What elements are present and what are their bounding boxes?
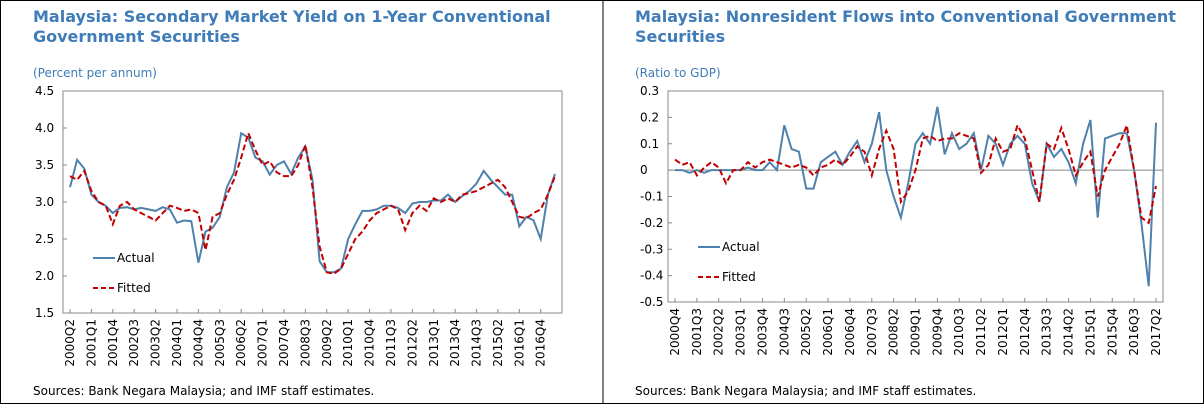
- x-tick-label: 2009Q1: [909, 308, 923, 356]
- y-tick-label: 4.5: [35, 84, 54, 98]
- x-tick-label: 2000Q4: [668, 308, 682, 356]
- x-tick-label: 2012Q4: [1018, 308, 1032, 356]
- x-tick-label: 2006Q4: [843, 308, 857, 356]
- x-tick-label: 2010Q4: [363, 319, 377, 367]
- y-tick-label: 4.0: [35, 121, 54, 135]
- y-tick-label: 0.3: [640, 84, 659, 98]
- x-tick-label: 2004Q3: [777, 308, 791, 356]
- x-tick-label: 2003Q4: [755, 308, 769, 356]
- x-tick-label: 2000Q2: [63, 319, 77, 367]
- x-tick-label: 2016Q4: [534, 319, 548, 367]
- y-tick-label: 2.0: [35, 269, 54, 283]
- source-note: Sources: Bank Negara Malaysia; and IMF s…: [33, 384, 374, 398]
- series-line: [675, 106, 1157, 287]
- title-line: Malaysia: Nonresident Flows into Convent…: [635, 7, 1176, 26]
- y-tick-label: 0.1: [640, 137, 659, 151]
- x-tick-label: 2013Q4: [448, 319, 462, 367]
- x-tick-label: 2006Q2: [234, 319, 248, 367]
- y-tick-label: 0.2: [640, 110, 659, 124]
- y-tick-label: -0.4: [640, 269, 663, 283]
- x-tick-label: 2015Q1: [1083, 308, 1097, 356]
- x-tick-label: 2005Q3: [213, 319, 227, 367]
- x-tick-label: 2002Q3: [127, 319, 141, 367]
- x-tick-label: 2007Q4: [277, 319, 291, 367]
- chart-title: Malaysia: Secondary Market Yield on 1-Ye…: [33, 7, 551, 46]
- x-tick-label: 2011Q2: [974, 308, 988, 356]
- y-tick-label: -0.3: [640, 242, 663, 256]
- x-tick-label: 2010Q1: [341, 319, 355, 367]
- x-tick-label: 2012Q2: [405, 319, 419, 367]
- series-line: [69, 130, 556, 275]
- x-tick-label: 2001Q1: [84, 319, 98, 367]
- x-tick-label: 2003Q1: [734, 308, 748, 356]
- y-tick-label: 0: [640, 163, 648, 177]
- y-tick-label: -0.5: [640, 295, 663, 309]
- chart-subtitle: (Percent per annum): [33, 66, 157, 80]
- x-tick-label: 2016Q3: [1127, 308, 1141, 356]
- y-tick-label: -0.1: [640, 190, 663, 204]
- legend-label: Actual: [117, 251, 155, 265]
- x-tick-label: 2008Q2: [887, 308, 901, 356]
- x-tick-label: 2013Q1: [427, 319, 441, 367]
- x-tick-label: 2001Q3: [690, 308, 704, 356]
- x-tick-label: 2015Q2: [491, 319, 505, 367]
- source-note: Sources: Bank Negara Malaysia; and IMF s…: [635, 384, 976, 398]
- x-tick-label: 2011Q3: [384, 319, 398, 367]
- legend-label: Fitted: [722, 270, 756, 284]
- title-line: Government Securities: [33, 27, 240, 46]
- series-line: [674, 121, 1157, 225]
- title-line: Securities: [635, 27, 725, 46]
- y-tick-label: 2.5: [35, 232, 54, 246]
- x-tick-label: 2005Q2: [799, 308, 813, 356]
- y-tick-label: 3.5: [35, 158, 54, 172]
- x-tick-label: 2009Q4: [930, 308, 944, 356]
- x-tick-label: 2014Q2: [1062, 308, 1076, 356]
- x-tick-label: 2003Q2: [149, 319, 163, 367]
- title-line: Malaysia: Secondary Market Yield on 1-Ye…: [33, 7, 551, 26]
- x-tick-label: 2010Q3: [952, 308, 966, 356]
- y-tick-label: 1.5: [35, 306, 54, 320]
- x-tick-label: 2006Q1: [821, 308, 835, 356]
- x-tick-label: 2002Q2: [712, 308, 726, 356]
- legend-label: Fitted: [117, 281, 151, 295]
- x-tick-label: 2008Q3: [298, 319, 312, 367]
- chart-title: Malaysia: Nonresident Flows into Convent…: [635, 7, 1176, 46]
- series-line: [69, 131, 556, 274]
- x-tick-label: 2004Q1: [170, 319, 184, 367]
- x-tick-label: 2001Q4: [106, 319, 120, 367]
- x-tick-label: 2017Q2: [1149, 308, 1163, 356]
- legend-label: Actual: [722, 240, 760, 254]
- x-tick-label: 2013Q3: [1040, 308, 1054, 356]
- x-tick-label: 2015Q4: [1105, 308, 1119, 356]
- x-tick-label: 2004Q4: [191, 319, 205, 367]
- chart-subtitle: (Ratio to GDP): [635, 66, 721, 80]
- x-tick-label: 2012Q1: [996, 308, 1010, 356]
- x-tick-label: 2009Q2: [320, 319, 334, 367]
- x-tick-label: 2014Q3: [470, 319, 484, 367]
- plot-frame: [62, 90, 563, 314]
- y-tick-label: -0.2: [640, 216, 663, 230]
- x-tick-label: 2007Q1: [256, 319, 270, 367]
- y-tick-label: 3.0: [35, 195, 54, 209]
- x-tick-label: 2016Q1: [512, 319, 526, 367]
- x-tick-label: 2007Q3: [865, 308, 879, 356]
